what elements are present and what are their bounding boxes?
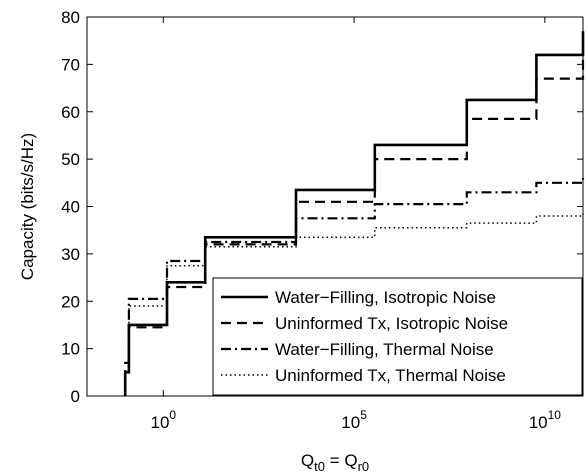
axis-ticks: 0 10 20 30 40 50 60 70 80 100 105 1010 (61, 8, 583, 432)
x-tick-label: 1010 (529, 408, 562, 432)
x-tick-label: 100 (151, 408, 177, 432)
series-line-4 (124, 213, 584, 396)
plot-lines (123, 31, 585, 396)
y-tick-label: 80 (61, 8, 80, 27)
y-tick-label: 70 (61, 55, 80, 74)
x-tick-label: 105 (341, 408, 367, 432)
x-axis-label: Qt0 = Qr0 (301, 451, 369, 474)
legend-label-3: Water−Filling, Thermal Noise (275, 340, 494, 359)
legend-box (212, 277, 583, 396)
legend-label-2: Uninformed Tx, Isotropic Noise (275, 314, 508, 333)
y-tick-label: 20 (61, 292, 80, 311)
y-tick-label: 50 (61, 150, 80, 169)
y-axis-label: Capacity (bits/s/Hz) (18, 133, 37, 280)
legend: Water−Filling, Isotropic Noise Uninformed… (212, 277, 583, 396)
legend-label-1: Water−Filling, Isotropic Noise (275, 288, 496, 307)
y-tick-label: 30 (61, 245, 80, 264)
y-tick-label: 0 (71, 387, 80, 406)
y-tick-label: 60 (61, 103, 80, 122)
legend-label-4: Uninformed Tx, Thermal Noise (275, 366, 506, 385)
y-tick-label: 40 (61, 198, 80, 217)
y-axis-label-group: Capacity (bits/s/Hz) (18, 133, 37, 280)
series-line-3 (124, 178, 585, 396)
y-tick-label: 10 (61, 340, 80, 359)
